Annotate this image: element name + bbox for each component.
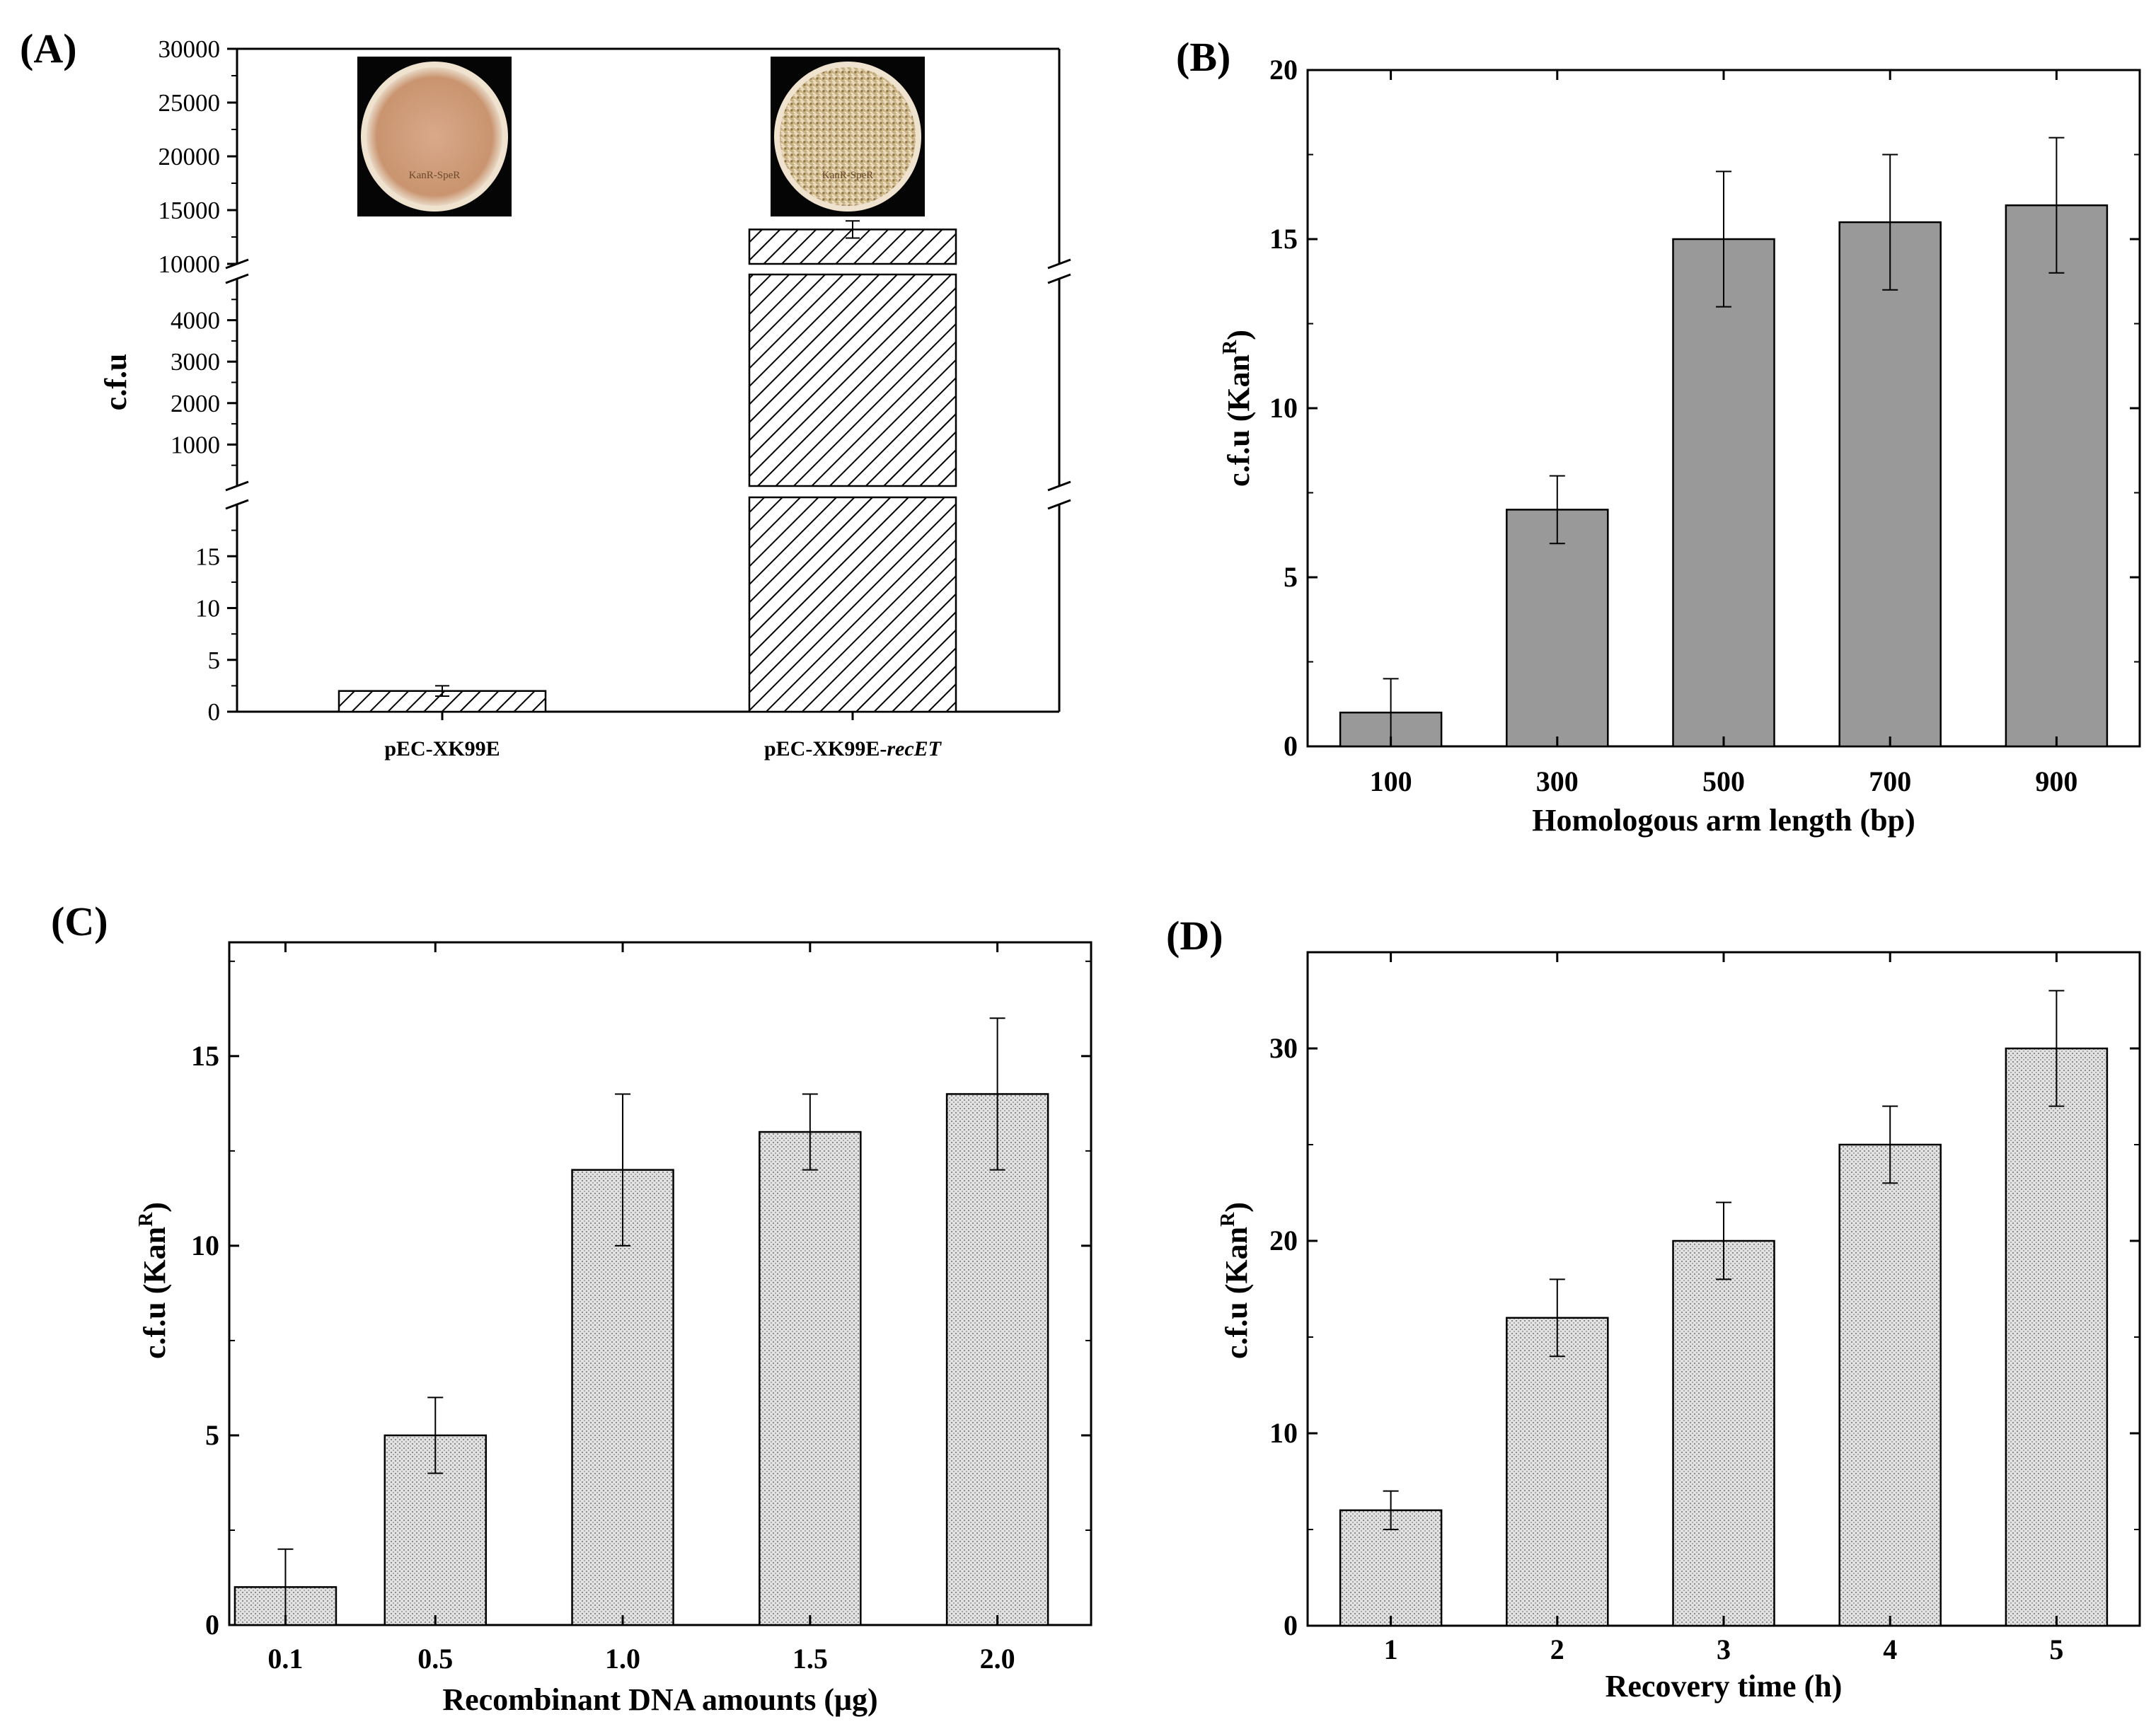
axis-break-mark — [225, 273, 249, 284]
panel-d: (D) 0 10 20 30 1 2 3 4 5 Recovery time (h) c.f.u (K… — [1166, 913, 2141, 1704]
y-axis-label-main: c.f.u (Kan — [1221, 354, 1256, 487]
x-tick-label: 1 — [1384, 1633, 1398, 1665]
y-axis-label: c.f.u (KanR) — [1217, 1202, 1254, 1359]
x-tick-label: 3 — [1717, 1633, 1731, 1665]
axis-break-mark — [225, 480, 249, 492]
y-tick-label: 3000 — [171, 348, 220, 376]
plate-agar — [367, 67, 502, 206]
panel-label: (A) — [20, 25, 77, 71]
y-tick-label: 10 — [1269, 392, 1298, 424]
panel-label: (D) — [1166, 913, 1223, 959]
axis-break-mark — [1047, 480, 1071, 492]
y-tick-label: 30 — [1269, 1032, 1298, 1064]
y-tick-label: 15 — [195, 543, 220, 570]
y-axis-label-sup: R — [1217, 1212, 1239, 1227]
x-tick-label: pEC-XK99E — [384, 737, 500, 761]
y-tick-label: 5 — [1284, 561, 1298, 593]
y-tick-label: 5 — [205, 1419, 219, 1451]
x-tick-label: 300 — [1536, 765, 1579, 797]
y-axis-label-sup: R — [135, 1212, 157, 1227]
y-axis-label: c.f.u (KanR) — [1219, 330, 1256, 487]
x-axis-label: Homologous arm length (bp) — [1532, 803, 1915, 838]
plate-agar — [780, 67, 916, 206]
bar-segment — [748, 273, 957, 487]
y-tick-label: 10 — [191, 1230, 219, 1261]
x-axis-label: Recombinant DNA amounts (μg) — [442, 1682, 877, 1717]
y-tick-label: 5 — [208, 647, 221, 674]
y-tick-label: 10 — [1269, 1417, 1298, 1449]
panel-c: (C) 0 5 10 15 0.1 0.5 1.0 1.5 2.0 Recombinant DNA … — [51, 898, 1093, 1717]
y-tick-label: 25000 — [158, 89, 221, 117]
y-tick-label: 0 — [1284, 1609, 1298, 1641]
x-tick-label: 900 — [2035, 765, 2077, 797]
x-tick-label: 500 — [1702, 765, 1745, 797]
axis-break-mark — [225, 499, 249, 510]
x-tick-label: 100 — [1370, 765, 1412, 797]
panel-label: (C) — [51, 898, 108, 944]
y-tick-label: 0 — [208, 698, 221, 726]
y-axis-label: c.f.u (KanR) — [135, 1202, 172, 1359]
bar — [1506, 509, 1609, 748]
panel-a: (A) 0 5 10 15 1000 2000 3000 4000 10000 15000 20000… — [20, 25, 1071, 761]
bar — [2005, 204, 2109, 748]
x-tick-label: 1.5 — [792, 1643, 828, 1675]
y-tick-label: 10000 — [158, 250, 221, 278]
bar — [1838, 1143, 1942, 1627]
panel-b: (B) 0 5 10 15 20 100 300 500 700 900 Homologous arm… — [1176, 34, 2141, 838]
x-tick-label: pEC-XK99E-recET — [764, 737, 942, 761]
y-tick-label: 20 — [1269, 1225, 1298, 1256]
x-tick-label: 700 — [1869, 765, 1911, 797]
x-tick-label: 2.0 — [980, 1643, 1015, 1675]
y-axis-label-close: ) — [1221, 330, 1256, 340]
plate-photo-inset: KanR-SpeR — [771, 57, 925, 216]
y-axis-label-sup: R — [1219, 340, 1241, 354]
x-tick-label: 4 — [1883, 1633, 1897, 1665]
y-tick-label: 2000 — [171, 390, 220, 417]
y-tick-label: 1000 — [171, 431, 220, 458]
bar-segment — [748, 496, 957, 713]
y-tick-label: 4000 — [171, 307, 220, 335]
bar — [1672, 1239, 1775, 1627]
plate-photo-inset: KanR-SpeR — [357, 57, 512, 216]
x-tick-label: 1.0 — [605, 1643, 640, 1675]
panel-label: (B) — [1176, 34, 1230, 80]
y-axis-label-main: c.f.u (Kan — [1219, 1227, 1254, 1359]
y-axis-label: c.f.u — [98, 354, 133, 411]
axis-break-mark — [1047, 499, 1071, 510]
y-tick-label: 20 — [1269, 54, 1298, 86]
bar — [1672, 238, 1775, 748]
x-tick-label-main: pEC-XK99E — [384, 737, 500, 761]
y-tick-label: 20000 — [158, 143, 221, 170]
y-tick-label: 0 — [205, 1609, 219, 1641]
bar — [2005, 1047, 2109, 1627]
y-axis-label-main: c.f.u (Kan — [137, 1227, 172, 1359]
y-axis-label-close: ) — [1219, 1202, 1254, 1213]
bar — [945, 1093, 1049, 1626]
axis-break-mark — [1047, 258, 1071, 270]
bar — [1838, 221, 1942, 748]
x-tick-label: 2 — [1550, 1633, 1564, 1665]
plate-label: KanR-SpeR — [409, 170, 461, 181]
bar — [1506, 1317, 1609, 1627]
y-tick-label: 15000 — [158, 197, 221, 224]
y-tick-label: 10 — [195, 595, 220, 623]
y-tick-label: 15 — [191, 1040, 219, 1072]
x-tick-label: 0.5 — [417, 1643, 453, 1675]
axis-break-mark — [1047, 273, 1071, 284]
y-axis-label-close: ) — [137, 1202, 172, 1213]
x-tick-label: 0.1 — [267, 1643, 303, 1675]
x-tick-label-italic: recET — [887, 737, 942, 761]
x-axis-label: Recovery time (h) — [1606, 1669, 1843, 1704]
plate-label: KanR-SpeR — [822, 170, 874, 181]
x-tick-label-main: pEC-XK99E- — [764, 737, 887, 761]
y-tick-label: 15 — [1269, 223, 1298, 255]
y-tick-label: 0 — [1284, 730, 1298, 762]
y-tick-label: 30000 — [158, 35, 221, 63]
x-tick-label: 5 — [2049, 1633, 2063, 1665]
bar — [759, 1130, 862, 1626]
